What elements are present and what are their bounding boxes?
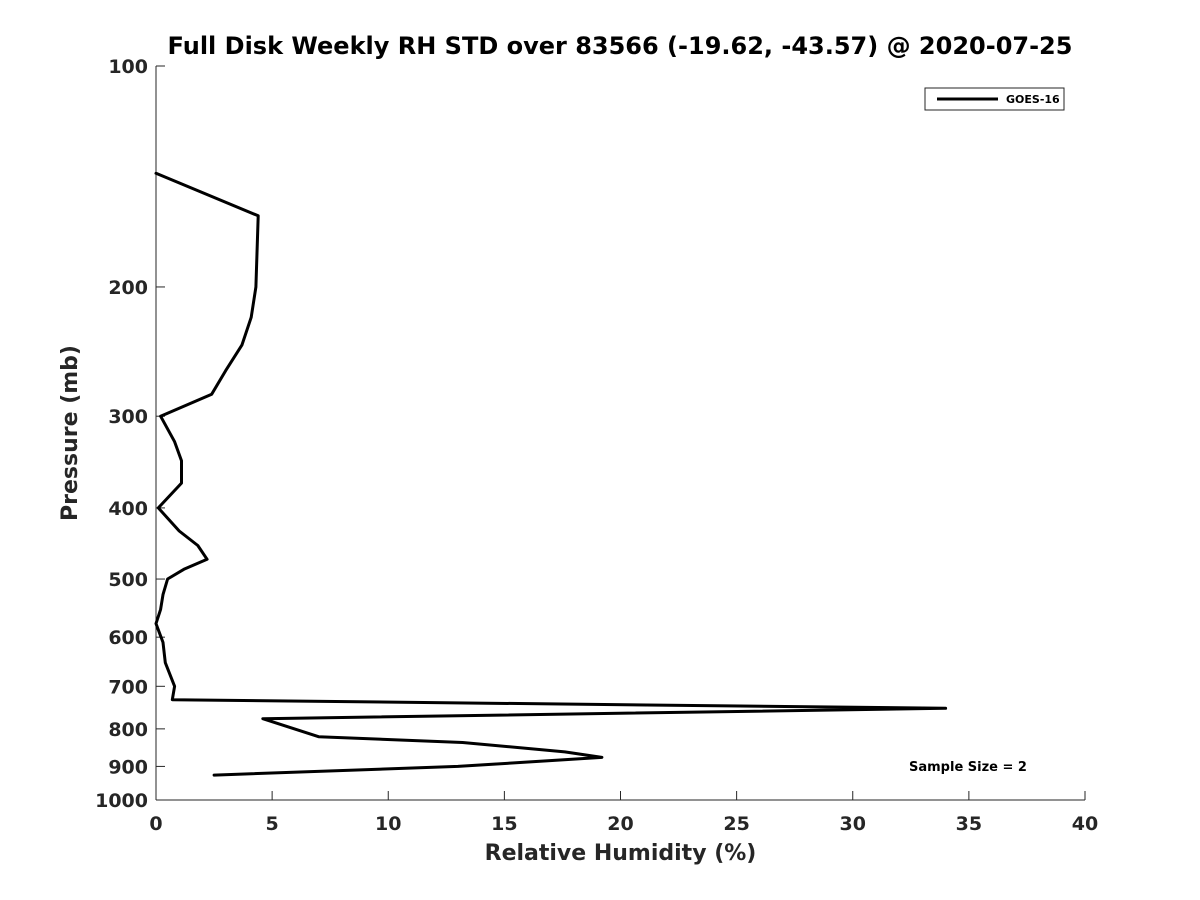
x-tick-label-30: 30 [840,813,866,835]
plot-area: 0 5 10 15 20 25 30 35 40 100 200 300 400 500 600 700 80… [95,56,1098,835]
x-tick-label-40: 40 [1072,813,1098,835]
sample-size-annotation: Sample Size = 2 [909,760,1027,775]
y-tick-label-1000: 1000 [95,790,148,812]
y-axis-ticks: 100 200 300 400 500 600 700 800 900 1000 [95,56,165,812]
x-axis-ticks: 0 5 10 15 20 25 30 35 40 [149,791,1098,835]
x-axis-label: Relative Humidity (%) [485,841,757,866]
y-axis-label: Pressure (mb) [58,345,83,521]
x-tick-label-5: 5 [266,813,279,835]
x-tick-label-20: 20 [607,813,633,835]
x-tick-label-10: 10 [375,813,401,835]
legend: GOES-16 [924,87,1065,111]
chart-title: Full Disk Weekly RH STD over 83566 (-19.… [168,32,1073,60]
x-tick-label-15: 15 [491,813,517,835]
y-tick-label-500: 500 [108,569,148,591]
y-tick-label-800: 800 [108,719,148,741]
y-tick-label-100: 100 [108,56,148,78]
plot-background [156,66,1085,800]
y-tick-label-700: 700 [108,676,148,698]
legend-label-goes-16: GOES-16 [1006,93,1060,106]
y-tick-label-400: 400 [108,498,148,520]
series-line-goes-16 [154,171,948,777]
y-tick-label-200: 200 [108,277,148,299]
x-tick-label-25: 25 [723,813,749,835]
y-tick-label-600: 600 [108,627,148,649]
series-layer [154,171,948,777]
y-tick-label-300: 300 [108,406,148,428]
y-tick-label-900: 900 [108,756,148,778]
x-tick-label-35: 35 [956,813,982,835]
x-tick-label-0: 0 [149,813,162,835]
